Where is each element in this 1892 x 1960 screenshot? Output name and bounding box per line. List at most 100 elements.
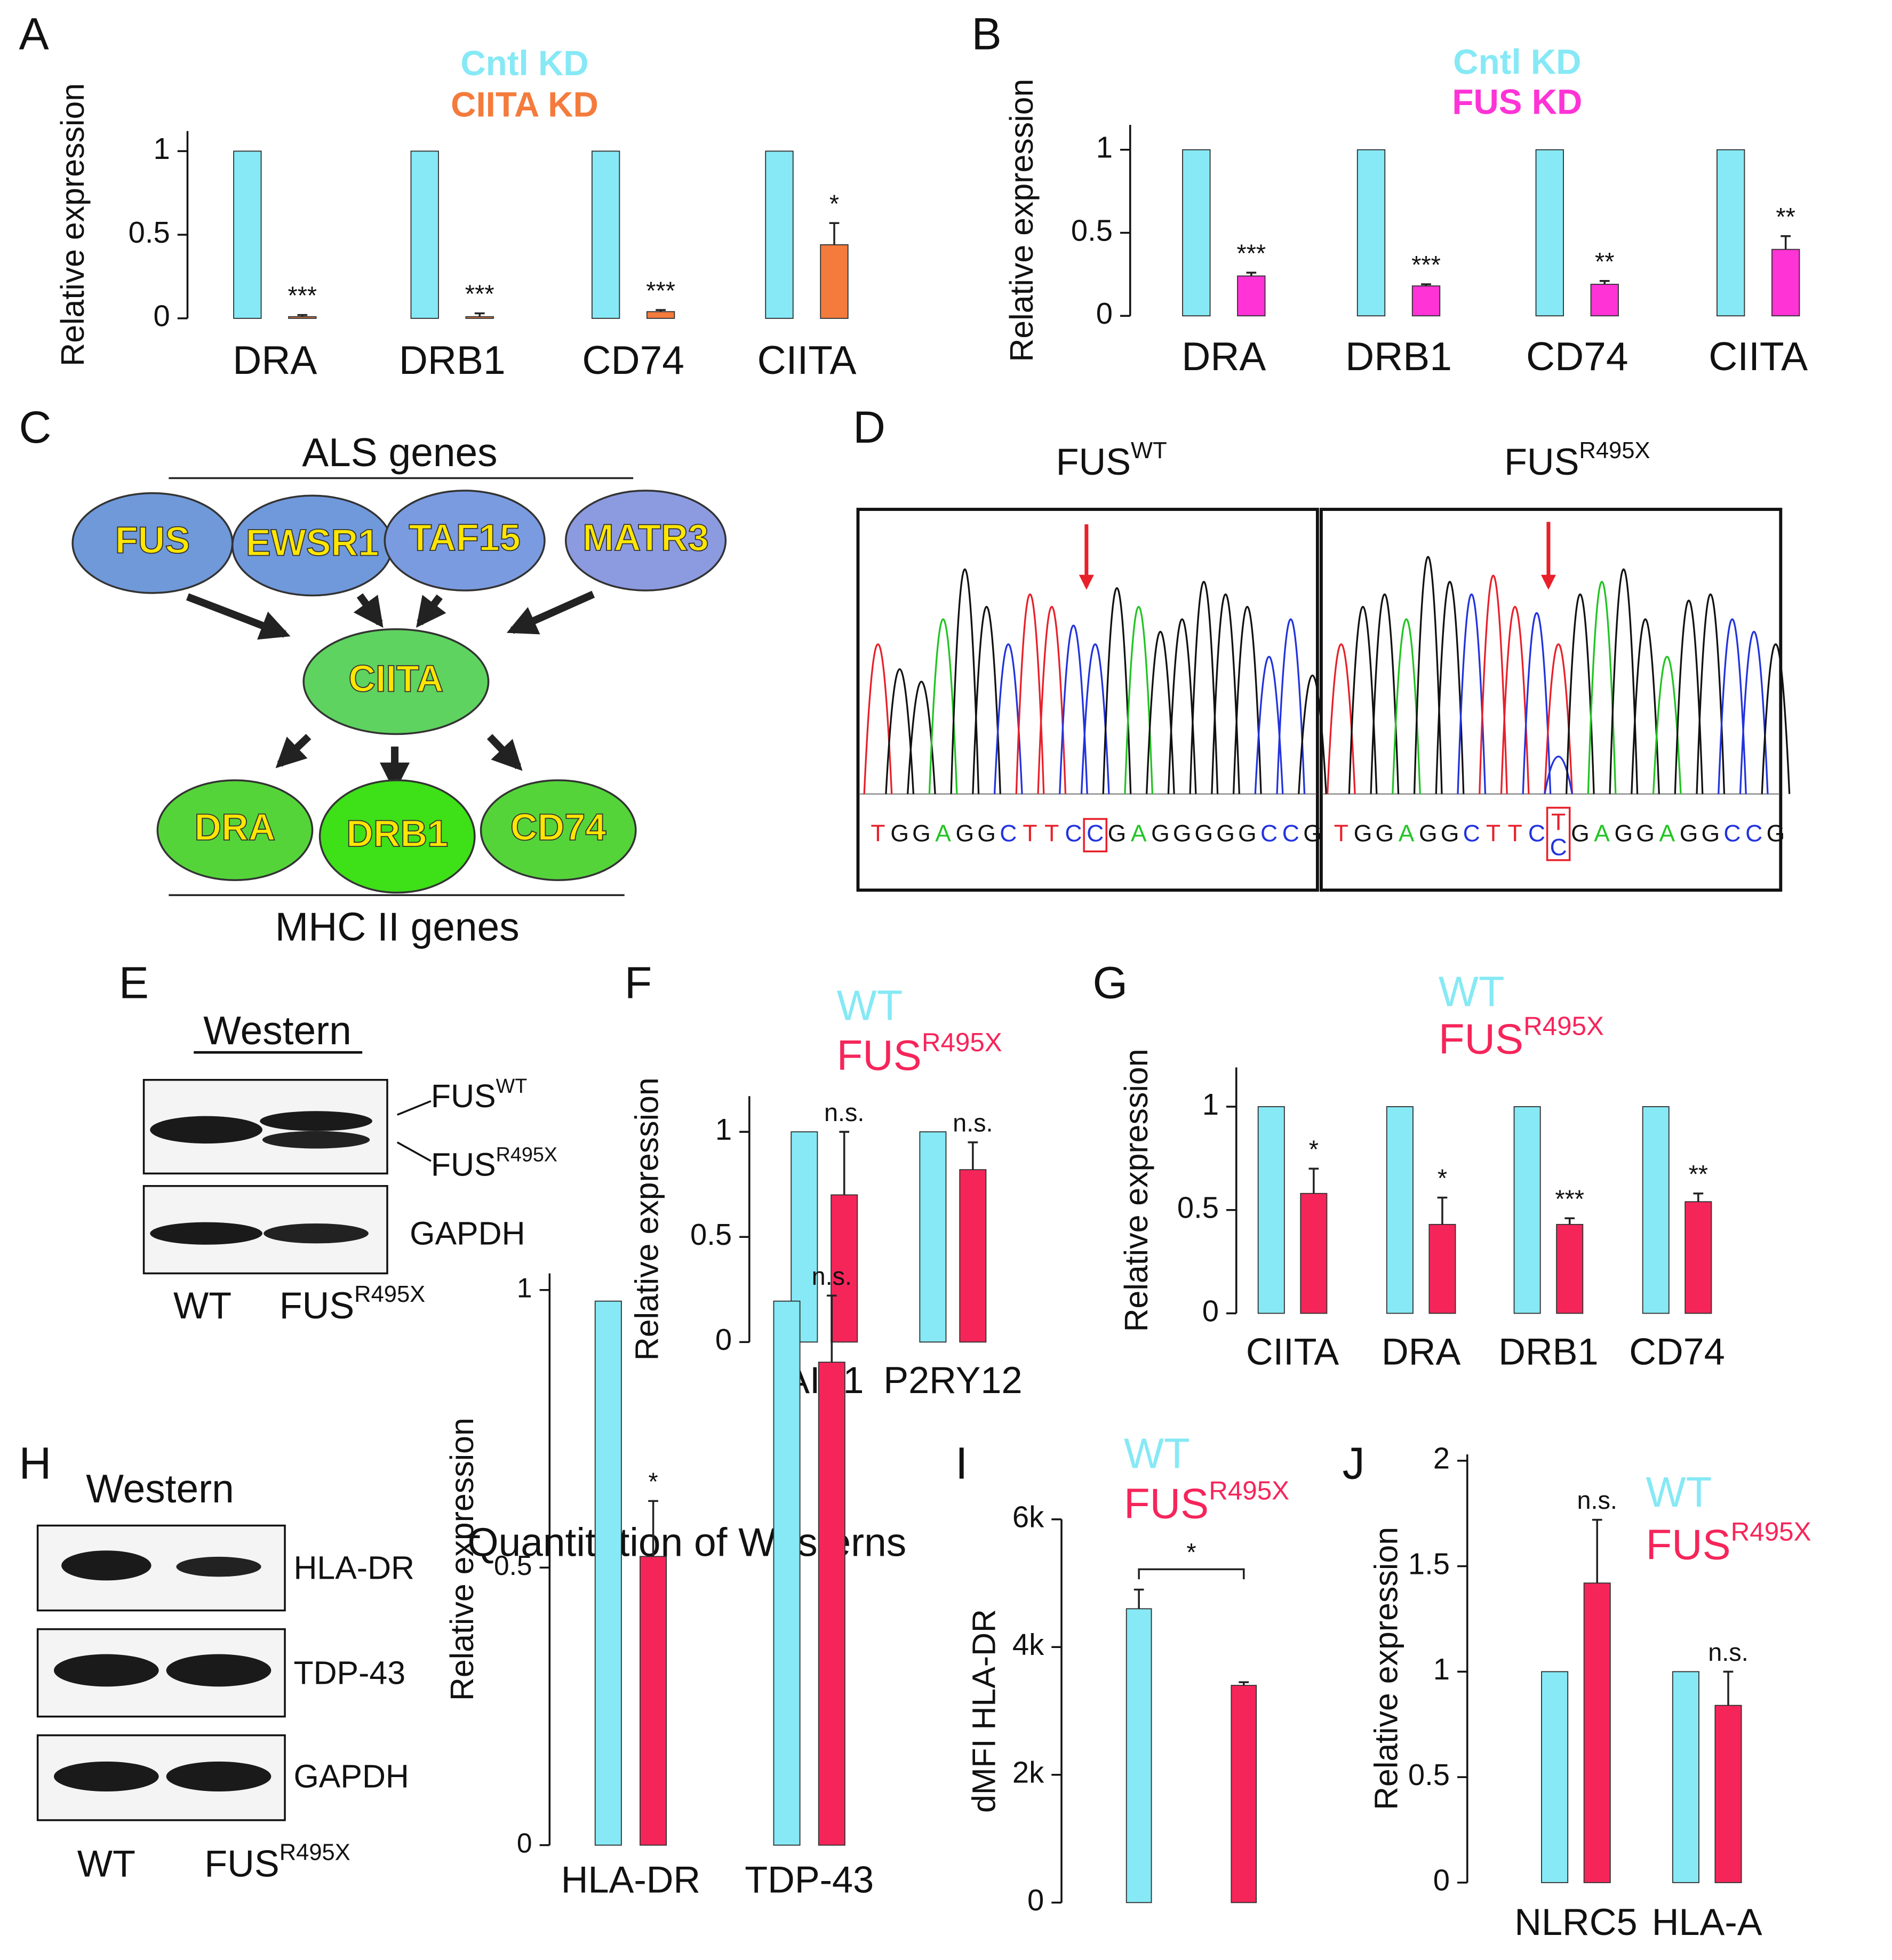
y-axis-label: Relative expression <box>54 83 91 366</box>
base-call: C <box>1723 821 1741 847</box>
error-bar <box>656 309 666 312</box>
legend-entry: WT <box>1646 1468 1712 1516</box>
trace-title: FUSWT <box>1056 437 1167 482</box>
significance: * <box>1309 1135 1319 1163</box>
base-call: G <box>1238 821 1257 847</box>
bar <box>233 150 262 319</box>
significance: n.s. <box>812 1262 852 1290</box>
y-axis-label: Relative expression <box>1368 1527 1404 1810</box>
y-tick-label: 0 <box>1433 1863 1450 1897</box>
error-bar <box>1599 280 1610 285</box>
trace-peak <box>1124 606 1154 794</box>
panel-label: G <box>1093 957 1128 1007</box>
x-tick-label: HLA-A <box>1652 1901 1762 1943</box>
significance-bracket <box>1138 1568 1245 1580</box>
y-tick-label: 0.5 <box>690 1218 732 1251</box>
base-call: T <box>1551 810 1566 836</box>
bar <box>1672 1671 1699 1883</box>
bar <box>1428 1223 1456 1314</box>
panel-label: J <box>1343 1438 1365 1489</box>
trace-peak <box>1211 593 1240 794</box>
significance: * <box>1438 1164 1447 1192</box>
y-tick-label: 2 <box>1433 1442 1450 1475</box>
bar <box>831 1194 858 1343</box>
panel-label: H <box>19 1438 51 1489</box>
lane-label-sup: R495X <box>280 1839 350 1865</box>
legend-entry: FUSR495X <box>1124 1476 1289 1527</box>
y-tick-label: 0 <box>517 1827 532 1858</box>
trace-peak <box>1232 606 1262 794</box>
bar <box>1386 1106 1414 1314</box>
x-tick-label: CIITA <box>1246 1330 1339 1372</box>
significance: ** <box>1689 1160 1708 1188</box>
bar <box>465 316 494 319</box>
significance: *** <box>646 277 675 305</box>
base-call: G <box>1701 821 1720 847</box>
bar <box>1411 285 1441 317</box>
trace-box <box>1319 508 1783 892</box>
band <box>166 1761 272 1791</box>
error-bar <box>1592 1518 1602 1583</box>
base-call: A <box>1659 821 1675 847</box>
significance: *** <box>1555 1185 1584 1213</box>
pointer <box>396 1141 432 1162</box>
x-tick-label: CIITA <box>757 338 857 382</box>
base-call: T <box>1508 821 1522 847</box>
base-call: C <box>1463 821 1480 847</box>
base-call: C <box>1087 821 1104 847</box>
band-label-sup: WT <box>496 1075 528 1097</box>
bar <box>646 311 675 319</box>
bar <box>1182 149 1211 317</box>
error-bar <box>968 1141 978 1170</box>
error-bar <box>1246 271 1257 276</box>
y-axis-label: Relative expression <box>1003 79 1040 362</box>
arrows <box>186 590 595 793</box>
legend-entry-sup: R495X <box>1523 1011 1604 1041</box>
trace-peak <box>1674 599 1704 794</box>
western-e <box>142 1051 432 1275</box>
band <box>54 1761 159 1791</box>
x-tick-label: DRA <box>233 338 317 382</box>
legend-entry: FUSR495X <box>1439 1011 1604 1062</box>
legend-entry-sup: R495X <box>922 1027 1002 1057</box>
bar <box>1300 1193 1328 1314</box>
band-label: FUSR495X <box>431 1143 557 1183</box>
y-tick-label: 1.5 <box>1408 1547 1450 1580</box>
legend-entry-main: CIITA KD <box>451 85 598 124</box>
trace-peak <box>1059 625 1088 794</box>
base-call: G <box>890 821 909 847</box>
band-label-main: TDP-43 <box>293 1654 405 1691</box>
significance: n.s. <box>824 1099 864 1126</box>
base-call: G <box>1376 821 1394 847</box>
bar <box>1716 149 1745 317</box>
legend-entry: FUSR495X <box>1646 1517 1811 1568</box>
base-call: G <box>1680 821 1698 847</box>
lane-label-main: FUS <box>204 1842 279 1884</box>
trace-peak <box>1544 756 1574 795</box>
significance: * <box>1186 1539 1196 1566</box>
significance: ** <box>1776 203 1795 230</box>
base-call: C <box>1065 821 1082 847</box>
y-axis-label: Relative expression <box>444 1418 480 1701</box>
x-tick-label: DRB1 <box>1498 1330 1598 1372</box>
bar <box>820 244 849 319</box>
y-tick-label: 1 <box>1202 1087 1219 1121</box>
bar <box>959 1169 987 1343</box>
base-call: G <box>1767 821 1785 847</box>
trace-peak <box>1718 618 1747 794</box>
lane-label-main: WT <box>173 1284 231 1326</box>
highlight-box <box>1546 806 1571 861</box>
highlight-box <box>1083 818 1108 853</box>
base-call: G <box>1615 821 1633 847</box>
trace-peak <box>1189 581 1219 794</box>
trace-peak <box>1544 643 1574 794</box>
band <box>262 1131 370 1149</box>
base-call: G <box>1108 821 1127 847</box>
y-tick-label: 0 <box>1096 297 1113 330</box>
legend-entry: Cntl KD <box>1453 43 1581 82</box>
base-call: C <box>1000 821 1017 847</box>
y-tick-label: 1 <box>517 1272 532 1303</box>
trace-peak <box>1348 606 1378 794</box>
bar <box>1356 149 1386 317</box>
trace-peak <box>1276 618 1306 794</box>
